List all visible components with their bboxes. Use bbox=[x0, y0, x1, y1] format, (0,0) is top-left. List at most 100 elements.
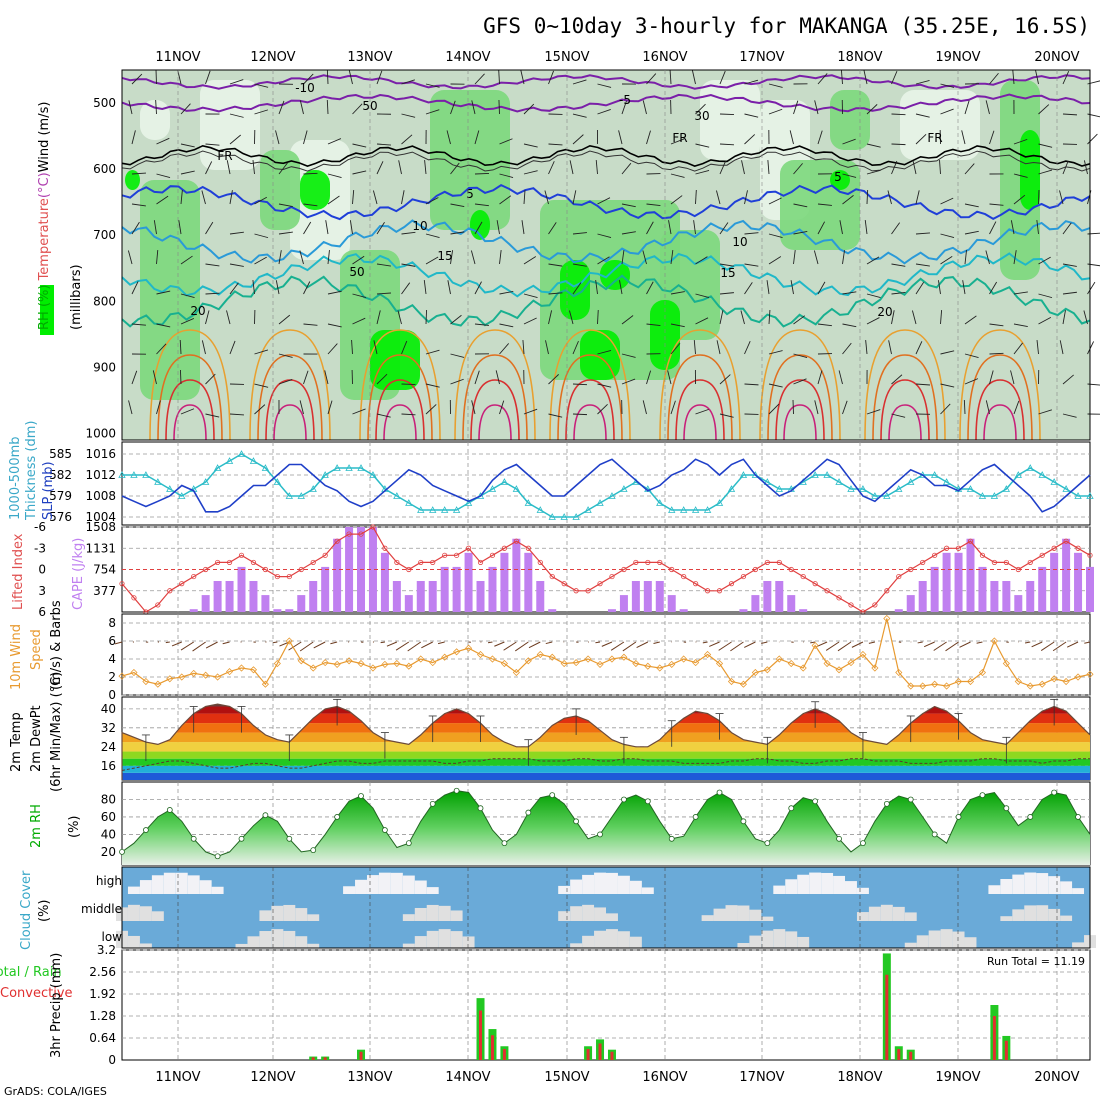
thickness-point bbox=[500, 478, 509, 485]
wind10-point bbox=[620, 653, 628, 661]
wind-barb bbox=[572, 282, 582, 295]
wind-barb bbox=[544, 190, 549, 205]
wind-barb bbox=[474, 281, 482, 295]
cloud-bar bbox=[904, 942, 917, 948]
wind10-point bbox=[1086, 670, 1094, 678]
thickness-point bbox=[405, 499, 413, 506]
thickness-point bbox=[213, 464, 222, 471]
thickness-point bbox=[166, 485, 174, 492]
warm-contour bbox=[462, 354, 528, 441]
cloud-bar bbox=[426, 887, 439, 894]
cloud-bar bbox=[139, 943, 152, 948]
temp-contour-5 bbox=[121, 183, 1091, 221]
cloud-bar bbox=[570, 906, 583, 921]
wind-barb bbox=[670, 195, 683, 205]
wind-barb bbox=[499, 250, 502, 265]
wind-barb bbox=[303, 73, 314, 85]
wind-barb bbox=[716, 340, 721, 355]
wind-barb bbox=[425, 109, 440, 115]
cloud-bar bbox=[749, 935, 762, 948]
wind-barb bbox=[719, 222, 729, 235]
rh-line bbox=[121, 790, 1091, 857]
thickness-point bbox=[357, 464, 365, 471]
wind-barb bbox=[744, 383, 759, 386]
pressure-tick: 900 bbox=[93, 360, 116, 374]
wind-barb bbox=[766, 280, 770, 295]
wind10-barb bbox=[851, 641, 864, 648]
cloud-bar bbox=[797, 874, 810, 894]
wind-barb bbox=[646, 370, 652, 385]
wind-barb bbox=[131, 370, 138, 385]
wind-barb bbox=[548, 374, 559, 385]
wind-barb bbox=[842, 291, 857, 295]
thickness-point bbox=[751, 471, 760, 478]
cape-bar bbox=[428, 580, 437, 612]
li-point bbox=[824, 588, 830, 594]
wind-barb bbox=[1062, 71, 1070, 85]
wind-barb bbox=[254, 349, 269, 355]
wind-barb bbox=[254, 233, 269, 239]
wind-barb bbox=[474, 172, 490, 175]
pressure-tick: 800 bbox=[93, 294, 116, 308]
wind-barb bbox=[498, 99, 500, 115]
date-label-bottom: 12NOV bbox=[250, 1070, 295, 1085]
cloud-bar bbox=[414, 880, 427, 894]
temp-band bbox=[122, 758, 1090, 766]
precip-conv-bar bbox=[1004, 1040, 1008, 1060]
wind-barb bbox=[229, 282, 239, 295]
cape-bar bbox=[500, 552, 509, 612]
wind-barb bbox=[621, 203, 636, 208]
cape-bar bbox=[273, 609, 282, 612]
wind-barb bbox=[865, 340, 868, 355]
wind10-point bbox=[1038, 680, 1046, 688]
wind10-point bbox=[1062, 677, 1070, 686]
rh-point bbox=[860, 840, 866, 847]
wind-barb bbox=[964, 378, 979, 385]
contour-label: FR bbox=[927, 131, 942, 145]
cloud-bar bbox=[402, 943, 415, 948]
li-point bbox=[286, 573, 292, 580]
cloud-frame bbox=[121, 866, 1091, 949]
cape-bar bbox=[404, 595, 413, 612]
wind-barb bbox=[1038, 316, 1052, 325]
warm-contour bbox=[249, 329, 331, 441]
wind-barb bbox=[278, 162, 288, 175]
wind10-point bbox=[309, 664, 317, 672]
warm-contour bbox=[864, 329, 946, 441]
wind10-point bbox=[1014, 677, 1022, 686]
wind-barb bbox=[716, 190, 721, 205]
wind-barb bbox=[324, 370, 329, 385]
rh-patch bbox=[200, 80, 260, 170]
thickness-point bbox=[321, 471, 329, 478]
thickness-point bbox=[393, 492, 401, 499]
thickness-point bbox=[847, 485, 855, 492]
wind-barb bbox=[621, 378, 636, 385]
warm-contour bbox=[367, 354, 433, 441]
thickness-point bbox=[703, 506, 712, 513]
wind-barb bbox=[817, 370, 823, 385]
wind-barb bbox=[229, 79, 244, 85]
warm-contour bbox=[872, 354, 938, 441]
wind-barb bbox=[376, 221, 385, 235]
wind-barb bbox=[814, 100, 819, 115]
cloud-bar bbox=[594, 930, 606, 948]
wind-barb bbox=[1038, 104, 1050, 115]
li-point bbox=[406, 566, 412, 573]
cloud-bar bbox=[606, 929, 618, 948]
wind-barb bbox=[646, 281, 654, 295]
wind10-barb bbox=[407, 641, 422, 652]
wind-barb bbox=[278, 379, 293, 385]
cloud-bar bbox=[904, 912, 917, 921]
cape-bar bbox=[297, 595, 306, 612]
wind10-barb bbox=[653, 641, 660, 644]
wind10-point bbox=[871, 664, 879, 672]
li-point bbox=[932, 552, 938, 558]
cloud-bar bbox=[952, 931, 965, 948]
cloud-bar bbox=[259, 910, 272, 921]
wind-barb bbox=[964, 315, 977, 325]
warm-contour bbox=[967, 354, 1033, 441]
wind10-point bbox=[512, 668, 520, 677]
cape-bar bbox=[333, 538, 342, 612]
wind-barb bbox=[496, 220, 500, 235]
wind-barb bbox=[670, 323, 685, 328]
